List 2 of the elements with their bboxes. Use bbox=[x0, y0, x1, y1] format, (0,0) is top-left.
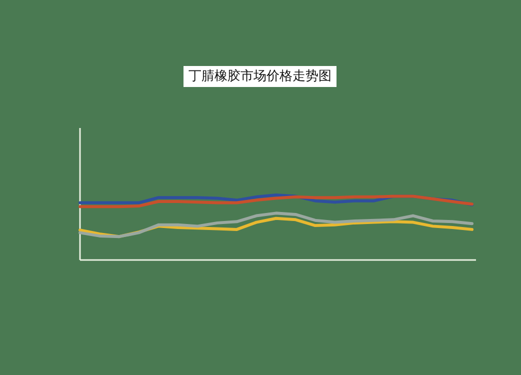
chart-title: 丁腈橡胶市场价格走势图 bbox=[188, 69, 332, 84]
title: 丁腈橡胶市场价格走势图 bbox=[184, 66, 336, 87]
